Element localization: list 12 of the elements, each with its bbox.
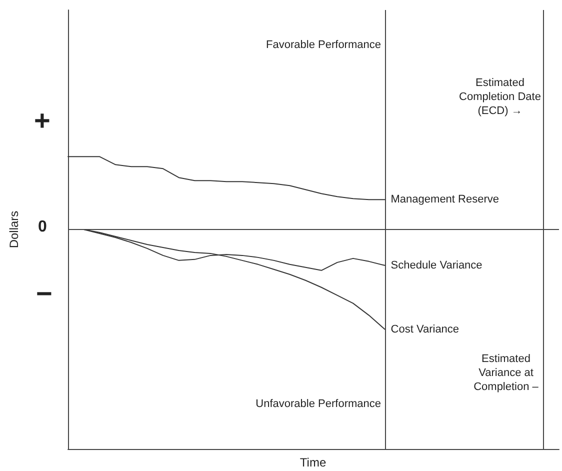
text: Unfavorable Performance — [256, 398, 381, 410]
text: Estimated Completion Date (ECD) → — [459, 77, 541, 117]
text: Time — [300, 456, 326, 470]
y-axis-title: Dollars — [7, 210, 21, 248]
series-label: Cost Variance — [390, 323, 460, 336]
series-label: Management Reserve — [390, 194, 500, 206]
text: Favorable Performance — [266, 39, 381, 51]
text: Estimated Variance at Completion – — [474, 353, 540, 393]
text: − — [36, 278, 52, 309]
ref-line-label: 0 — [38, 218, 47, 236]
text: + — [34, 105, 50, 136]
series-label: Schedule Variance — [390, 259, 482, 272]
